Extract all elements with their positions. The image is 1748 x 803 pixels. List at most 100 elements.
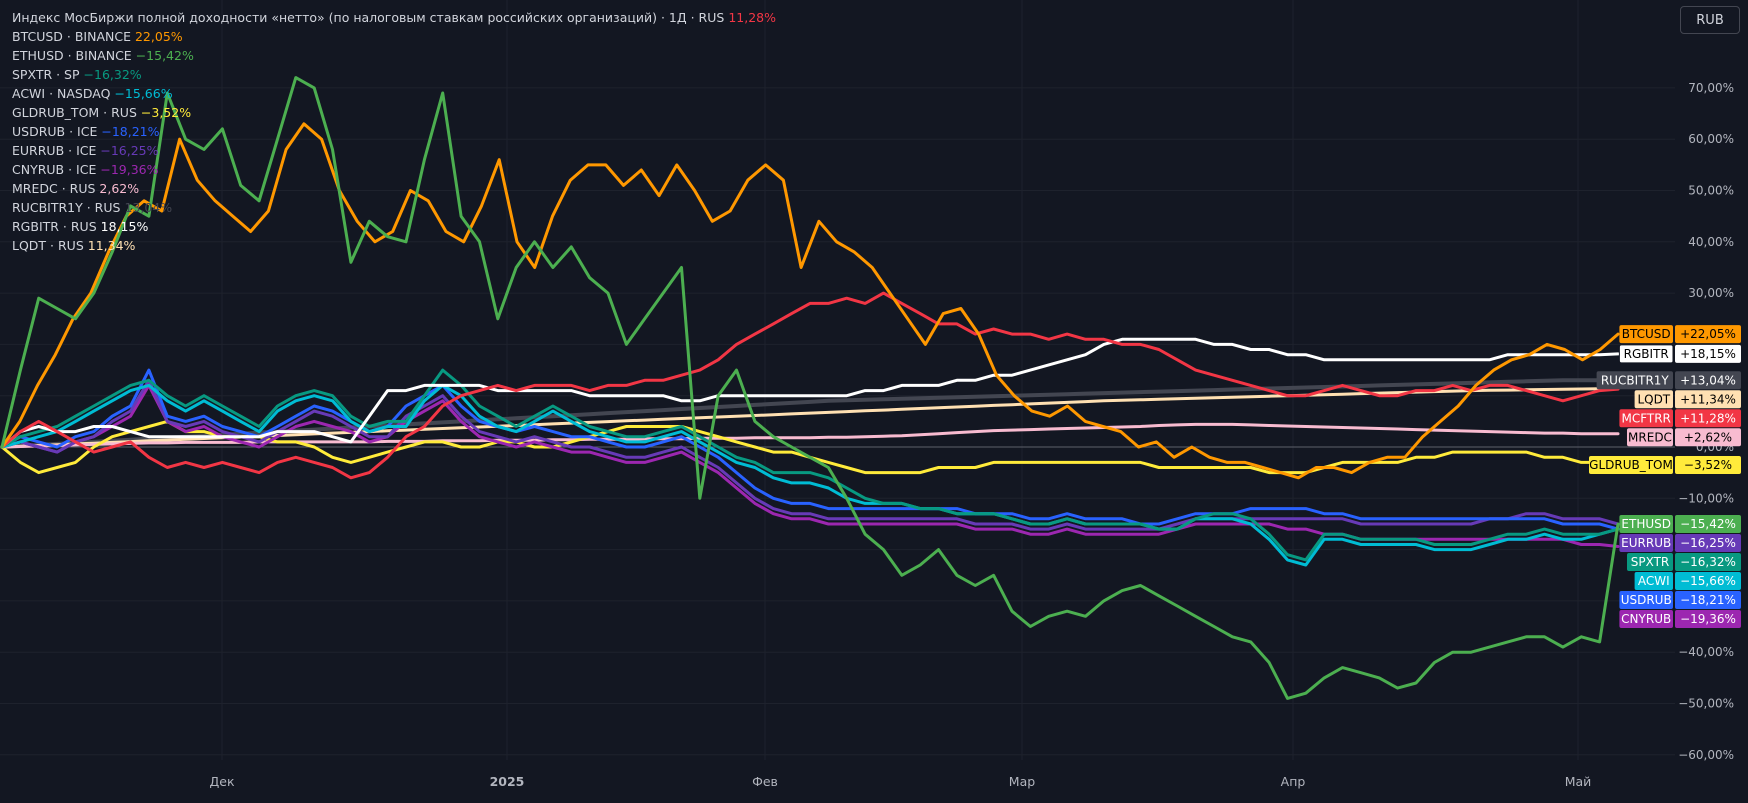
legend-label: BTCUSD · BINANCE: [12, 29, 131, 44]
legend-item[interactable]: MREDC · RUS 2,62%: [12, 179, 776, 198]
y-tick-label: −10,00%: [1678, 491, 1734, 505]
price-tag-name-bg: [1619, 325, 1673, 344]
legend-label: ETHUSD · BINANCE: [12, 48, 132, 63]
price-tag-name-bg: [1619, 591, 1673, 609]
price-tag-name: SPXTR: [1631, 555, 1670, 569]
y-tick-label: 40,00%: [1688, 235, 1734, 249]
legend-label: GLDRUB_TOM · RUS: [12, 105, 137, 120]
price-tags: BTCUSD +22,05% RGBITR +18,15% RUCBITR1Y +13,0…: [1589, 325, 1741, 628]
price-tag-usdrub: USDRUB −18,21%: [1619, 591, 1741, 609]
series-line-usdrub: [0, 368, 1620, 531]
price-tag-value: −16,25%: [1680, 536, 1736, 550]
price-tag-cnyrub: CNYRUB −19,36%: [1619, 610, 1741, 628]
price-tag-spxtr: SPXTR −16,32%: [1627, 553, 1741, 571]
price-tag-value: −3,52%: [1684, 458, 1732, 472]
price-tag-acwi: ACWI −15,66%: [1634, 572, 1741, 590]
price-tag-name: RUCBITR1Y: [1601, 373, 1670, 387]
price-tag-name: MREDC: [1628, 430, 1672, 444]
legend-label: MREDC · RUS: [12, 181, 96, 196]
legend-item[interactable]: USDRUB · ICE −18,21%: [12, 122, 776, 141]
price-tag-ethusd: ETHUSD −15,42%: [1619, 515, 1741, 533]
series-line-spxtr: [0, 368, 1620, 562]
price-tag-value: +22,05%: [1680, 327, 1736, 341]
price-tag-name: LQDT: [1637, 392, 1670, 406]
legend-item[interactable]: RGBITR · RUS 18,15%: [12, 217, 776, 236]
price-tag-name-bg: [1596, 371, 1673, 390]
legend-item[interactable]: GLDRUB_TOM · RUS −3,52%: [12, 103, 776, 122]
price-tag-name: MCFTRR: [1621, 411, 1670, 425]
price-tag-value-bg: [1675, 610, 1741, 628]
series-line-cnyrub: [0, 383, 1620, 548]
legend-item[interactable]: Индекс МосБиржи полной доходности «нетто…: [12, 8, 776, 27]
legend-label: USDRUB · ICE: [12, 124, 98, 139]
price-tag-name-bg: [1619, 409, 1673, 428]
series-line-rgbitr: [0, 337, 1620, 449]
series-line-acwi: [0, 383, 1620, 567]
y-tick-label: −40,00%: [1678, 645, 1734, 659]
legend-value: 2,62%: [99, 181, 140, 196]
legend-value: −19,36%: [100, 162, 159, 177]
price-tag-value-bg: [1675, 534, 1741, 552]
legend-value: −16,25%: [100, 143, 159, 158]
legend-value: −15,66%: [114, 86, 173, 101]
legend-value: 22,05%: [134, 29, 183, 44]
price-tag-value-bg: [1675, 390, 1741, 409]
price-tag-mredc: MREDC +2,62%: [1627, 428, 1741, 447]
legend-item[interactable]: CNYRUB · ICE −19,36%: [12, 160, 776, 179]
x-tick-label: Мар: [1009, 774, 1035, 789]
legend-label: EURRUB · ICE: [12, 143, 97, 158]
legend-item[interactable]: SPXTR · SP −16,32%: [12, 65, 776, 84]
y-tick-label: 70,00%: [1688, 81, 1734, 95]
legend-item[interactable]: EURRUB · ICE −16,25%: [12, 141, 776, 160]
price-tag-name-bg: [1619, 610, 1673, 628]
price-tag-value: −15,66%: [1680, 574, 1736, 588]
price-tag-name-bg: [1634, 572, 1673, 590]
price-tag-name: EURRUB: [1621, 536, 1671, 550]
currency-button[interactable]: RUB: [1680, 6, 1740, 34]
x-tick-label: Дек: [209, 774, 234, 789]
legend-label: RUCBITR1Y · RUS: [12, 200, 121, 215]
price-tag-name-bg: [1634, 390, 1673, 409]
price-tag-value: −16,32%: [1680, 555, 1736, 569]
x-tick-label: Май: [1565, 774, 1592, 789]
price-tag-rgbitr: RGBITR +18,15%: [1618, 344, 1741, 364]
price-tag-value-bg: [1675, 371, 1741, 390]
price-tag-rucbitr1y: RUCBITR1Y +13,04%: [1596, 371, 1741, 390]
legend-label: Индекс МосБиржи полной доходности «нетто…: [12, 10, 725, 25]
x-axis-panel: [0, 760, 1748, 799]
price-tag-value: +11,34%: [1680, 392, 1736, 406]
price-tag-name: USDRUB: [1621, 593, 1672, 607]
price-tag-name: RGBITR: [1624, 347, 1669, 361]
legend-item[interactable]: RUCBITR1Y · RUS 13,04%: [12, 198, 776, 217]
legend-label: RGBITR · RUS: [12, 219, 97, 234]
legend-item[interactable]: BTCUSD · BINANCE 22,05%: [12, 27, 776, 46]
price-tag-mcftrr: MCFTRR +11,28%: [1619, 409, 1741, 428]
price-tag-value-bg: [1675, 553, 1741, 571]
legend-item[interactable]: ETHUSD · BINANCE −15,42%: [12, 46, 776, 65]
price-tag-lqdt: LQDT +11,34%: [1634, 390, 1741, 409]
y-tick-label: 60,00%: [1688, 132, 1734, 146]
price-tag-value-bg: [1675, 591, 1741, 609]
price-tag-value: −15,42%: [1680, 517, 1736, 531]
price-tag-value-bg: [1675, 428, 1741, 447]
series-line-mcftrr: [0, 291, 1620, 480]
legend-item[interactable]: LQDT · RUS 11,34%: [12, 236, 776, 255]
price-tag-name: CNYRUB: [1621, 612, 1671, 626]
legend-item[interactable]: ACWI · NASDAQ −15,66%: [12, 84, 776, 103]
price-tag-value: +2,62%: [1684, 430, 1732, 444]
price-tag-name-bg: [1627, 553, 1673, 571]
x-tick-label: Апр: [1281, 774, 1306, 789]
price-tag-value: −19,36%: [1680, 612, 1736, 626]
legend-value: −18,21%: [101, 124, 160, 139]
price-tag-name-bg: [1618, 344, 1674, 364]
legend-value: −15,42%: [135, 48, 194, 63]
x-tick-label: 2025: [490, 774, 525, 789]
chart-legend: Индекс МосБиржи полной доходности «нетто…: [12, 8, 776, 255]
legend-value: 11,28%: [728, 10, 776, 25]
legend-label: CNYRUB · ICE: [12, 162, 97, 177]
price-tag-name: GLDRUB_TOM: [1589, 458, 1673, 472]
price-tag-value-bg: [1675, 325, 1741, 344]
legend-value: 11,34%: [87, 238, 136, 253]
